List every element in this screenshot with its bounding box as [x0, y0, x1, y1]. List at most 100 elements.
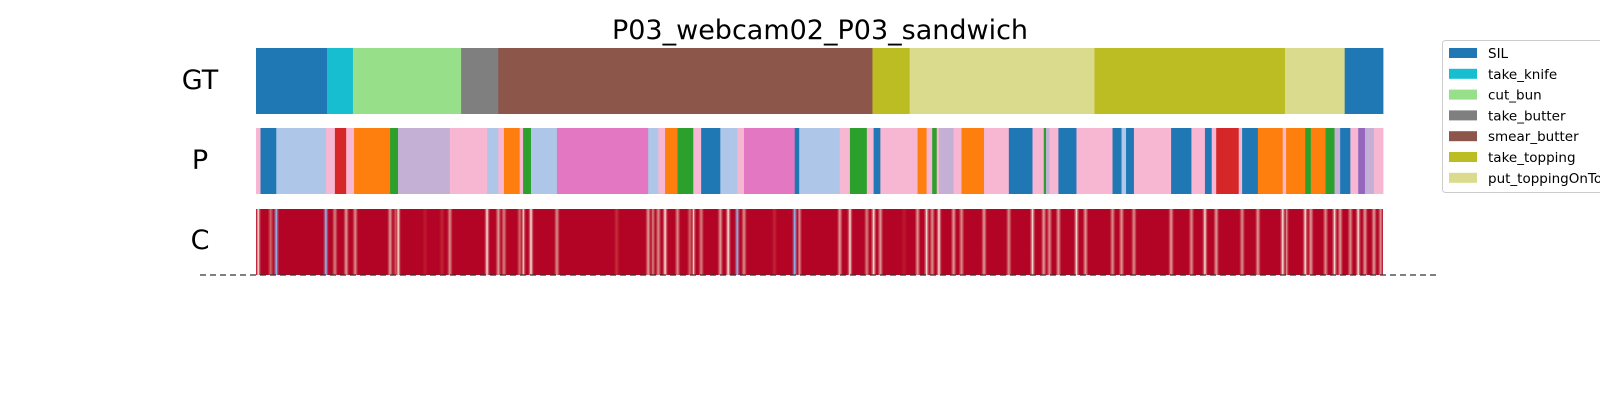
legend-swatch-2: [1449, 89, 1477, 100]
pred-segment-27: [799, 128, 841, 194]
pred-segment-5: [346, 128, 355, 194]
row-label-p: P: [192, 145, 208, 176]
pred-segment-15: [530, 128, 558, 194]
gt-segment-2: [352, 48, 462, 114]
pred-segment-19: [665, 128, 678, 194]
pred-segment-8: [398, 128, 451, 194]
pred-segment-0: [256, 128, 261, 194]
legend-swatch-5: [1449, 152, 1477, 162]
pred-segment-69: [1358, 128, 1366, 194]
pred-segment-68: [1350, 128, 1359, 194]
pred-segment-45: [1049, 128, 1059, 194]
confidence-strip: [256, 209, 1383, 275]
pred-segment-18: [658, 128, 666, 194]
pred-segment-17: [648, 128, 659, 194]
pred-segment-28: [839, 128, 851, 194]
confidence-dip-31: [736, 209, 738, 275]
gt-segment-1: [327, 48, 354, 114]
legend-label-0: SIL: [1488, 46, 1509, 62]
legend-swatch-1: [1449, 68, 1477, 79]
pred-segment-31: [873, 128, 881, 194]
gt-segment-7: [1094, 48, 1286, 114]
confidence-dip-37: [849, 209, 851, 275]
chart-title: P03_webcam02_P03_sandwich: [612, 15, 1028, 46]
pred-segment-26: [794, 128, 800, 194]
legend-swatch-0: [1449, 48, 1477, 58]
confidence-dip-13: [486, 209, 488, 275]
legend-swatch-6: [1449, 172, 1477, 183]
pred-segment-64: [1310, 128, 1326, 194]
pred-segment-48: [1085, 128, 1113, 194]
legend-label-2: cut_bun: [1488, 88, 1542, 104]
pred-segment-32: [880, 128, 918, 194]
pred-segment-12: [503, 128, 521, 194]
pred-segment-2: [276, 128, 327, 194]
pred-segment-21: [693, 128, 702, 194]
prediction-row: [256, 128, 1384, 194]
pred-segment-34: [926, 128, 933, 194]
gt-segment-5: [872, 48, 911, 114]
confidence-dip-50: [1031, 209, 1034, 275]
legend-label-5: take_topping: [1488, 150, 1576, 166]
pred-segment-13: [519, 128, 524, 194]
pred-segment-9: [449, 128, 488, 194]
legend-label-1: take_knife: [1488, 67, 1557, 83]
pred-segment-61: [1282, 128, 1287, 194]
gt-segment-6: [909, 48, 1095, 114]
pred-segment-24: [737, 128, 745, 194]
pred-segment-23: [720, 128, 738, 194]
pred-segment-43: [1043, 128, 1047, 194]
confidence-dip-45: [938, 209, 940, 275]
legend-label-6: put_toppingOnTop: [1488, 171, 1600, 187]
pred-segment-39: [961, 128, 985, 194]
pred-segment-44: [1046, 128, 1050, 194]
pred-segment-3: [325, 128, 336, 194]
row-label-gt: GT: [182, 65, 219, 96]
gt-segment-0: [256, 48, 328, 114]
confidence-dip-0: [257, 209, 259, 275]
pred-segment-70: [1364, 128, 1375, 194]
pred-segment-25: [743, 128, 796, 194]
pred-segment-35: [932, 128, 938, 194]
confidence-dip-61: [1204, 209, 1206, 275]
pred-segment-30: [866, 128, 874, 194]
confidence-dip-27: [692, 209, 694, 275]
confidence-dip-2: [275, 209, 277, 275]
pred-segment-57: [1216, 128, 1240, 194]
pred-segment-37: [938, 128, 955, 194]
confidence-dip-73: [1357, 209, 1359, 275]
pred-segment-49: [1112, 128, 1122, 194]
gt-segment-3: [461, 48, 499, 114]
pred-segment-53: [1171, 128, 1192, 194]
confidence-dip-30: [727, 209, 729, 275]
pred-segment-56: [1211, 128, 1217, 194]
confidence-row: [256, 209, 1383, 275]
gt-segment-9: [1344, 48, 1384, 114]
pred-segment-51: [1126, 128, 1135, 194]
gt-row: [256, 48, 1384, 114]
pred-segment-38: [953, 128, 962, 194]
pred-segment-60: [1257, 128, 1284, 194]
pred-segment-54: [1191, 128, 1206, 194]
legend-swatch-4: [1449, 131, 1477, 142]
pred-segment-63: [1305, 128, 1312, 194]
pred-segment-67: [1340, 128, 1351, 194]
pred-segment-14: [523, 128, 532, 194]
pred-segment-11: [498, 128, 505, 194]
confidence-dip-54: [1075, 209, 1078, 275]
legend-label-3: take_butter: [1488, 108, 1566, 124]
pred-segment-10: [487, 128, 499, 194]
pred-segment-7: [390, 128, 399, 194]
confidence-dip-39: [873, 209, 875, 275]
legend-label-4: smear_butter: [1488, 129, 1579, 145]
pred-segment-65: [1325, 128, 1335, 194]
pred-segment-50: [1121, 128, 1127, 194]
pred-segment-36: [936, 128, 940, 194]
confidence-dip-9: [397, 209, 399, 275]
pred-segment-66: [1334, 128, 1341, 194]
confidence-dip-18: [530, 209, 532, 275]
pred-segment-46: [1058, 128, 1077, 194]
pred-segment-62: [1286, 128, 1306, 194]
pred-segment-40: [984, 128, 1010, 194]
gt-segment-4: [498, 48, 873, 114]
